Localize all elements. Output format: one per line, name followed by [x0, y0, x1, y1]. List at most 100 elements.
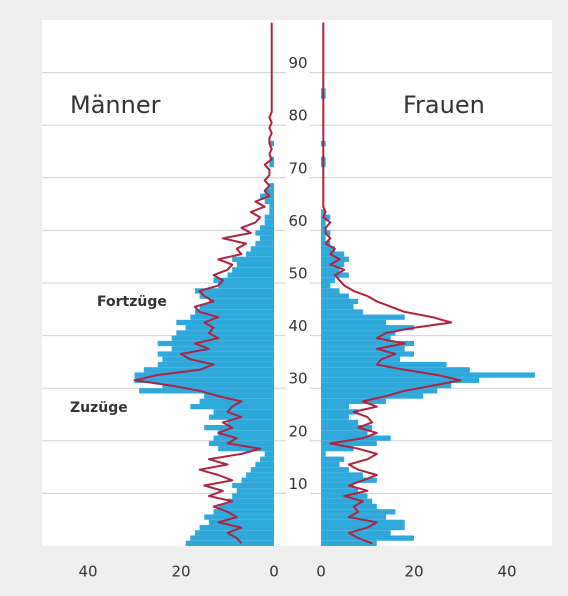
bar [162, 356, 274, 362]
bar [321, 319, 387, 326]
panel-title: Männer [70, 91, 161, 119]
bar [321, 435, 391, 441]
bar [321, 382, 452, 389]
bar [321, 430, 368, 436]
bar [321, 225, 326, 231]
bar [176, 330, 274, 336]
bar [321, 403, 349, 410]
y-tick-label: 60 [288, 212, 307, 230]
bar [227, 419, 274, 426]
bar [321, 488, 359, 494]
bar [269, 204, 274, 210]
bar [264, 198, 274, 205]
bar [321, 209, 326, 215]
bar [171, 346, 274, 352]
bar [227, 498, 274, 504]
y-tick-label: 40 [288, 317, 307, 335]
bar [232, 267, 274, 273]
bar [321, 377, 480, 383]
bar [236, 488, 274, 494]
bar [208, 298, 274, 305]
x-tick-label: 20 [171, 563, 190, 581]
bar [321, 409, 359, 415]
bar [321, 451, 326, 457]
line [133, 22, 273, 545]
bar [232, 493, 274, 499]
bar [185, 325, 274, 331]
bar [194, 530, 274, 536]
bar [321, 309, 363, 315]
bar [260, 456, 274, 462]
bar [321, 293, 349, 299]
bar [218, 430, 274, 436]
bar [321, 440, 377, 447]
bar [321, 335, 391, 341]
bar [321, 325, 414, 331]
bar [227, 272, 274, 278]
bar [241, 477, 274, 483]
bar [321, 498, 373, 504]
bar [213, 509, 274, 515]
bar [321, 540, 377, 546]
y-tick-label: 50 [288, 265, 307, 283]
bar [139, 388, 274, 394]
bar [218, 503, 274, 510]
bar [199, 293, 274, 299]
bar [321, 530, 391, 536]
bar [321, 482, 354, 489]
bar [162, 382, 274, 389]
bar [190, 314, 274, 320]
bar [204, 514, 274, 520]
bar [255, 230, 274, 236]
bar [321, 456, 345, 462]
bar [194, 288, 274, 294]
y-tick-label: 20 [288, 422, 307, 440]
bar [321, 235, 326, 241]
bar-label: Zuzüge [70, 400, 128, 416]
x-tick-label: 40 [78, 563, 97, 581]
bar [176, 319, 274, 326]
line-label: Fortzüge [97, 294, 167, 310]
bar [321, 398, 387, 404]
bar [246, 251, 274, 257]
bar [246, 472, 274, 478]
bar [269, 162, 274, 168]
bar [321, 535, 414, 541]
bar [190, 535, 274, 541]
bar [321, 467, 349, 473]
bar [269, 183, 274, 189]
bar [321, 246, 335, 252]
bar [321, 388, 438, 394]
bar [321, 372, 535, 378]
bar [232, 256, 274, 262]
bar [250, 467, 274, 473]
bar [321, 330, 396, 336]
panel-title: Frauen [403, 91, 485, 119]
bar [199, 304, 274, 310]
bar [321, 267, 340, 273]
bar [321, 214, 331, 220]
bar [157, 340, 274, 347]
y-tick-label: 90 [288, 54, 307, 72]
bar [199, 524, 274, 531]
y-tick-label: 80 [288, 107, 307, 125]
y-tick-label: 10 [288, 475, 307, 493]
bar [321, 524, 405, 531]
bar [260, 225, 274, 231]
bar [236, 261, 274, 268]
bar [213, 277, 274, 283]
bar [264, 214, 274, 220]
bar [321, 298, 359, 305]
bar [321, 314, 405, 320]
bar [218, 283, 274, 289]
bar [321, 419, 359, 426]
bar [204, 393, 274, 399]
bar [321, 519, 405, 525]
bar [321, 477, 377, 483]
bar [321, 304, 354, 310]
x-tick-label: 0 [316, 563, 326, 581]
bar [321, 503, 377, 510]
bar [208, 440, 274, 447]
bar [157, 361, 274, 368]
bar [255, 461, 274, 468]
